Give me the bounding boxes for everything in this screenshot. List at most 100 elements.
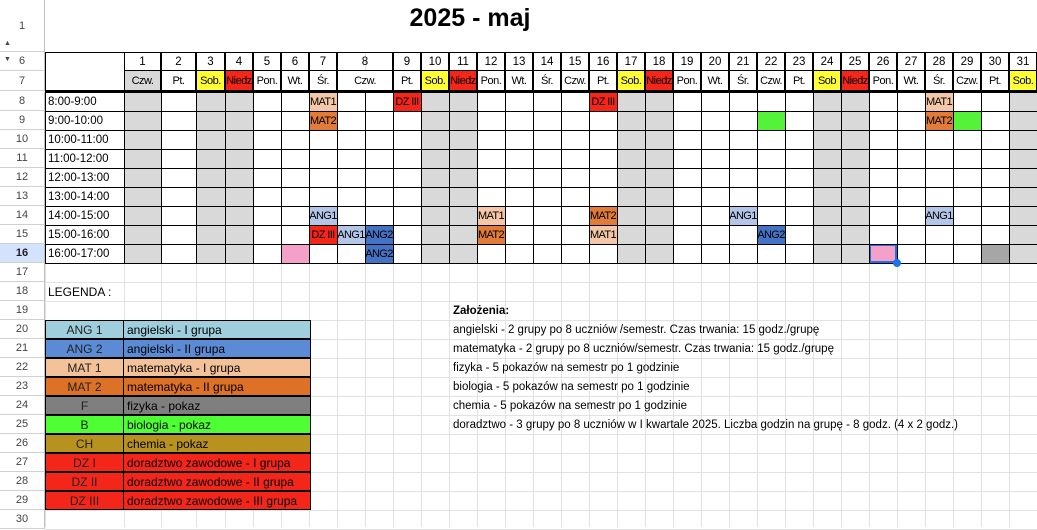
collapse-up-icon[interactable]: ▲ <box>4 40 11 47</box>
row-header[interactable]: 18 <box>0 282 45 301</box>
day-number-header[interactable]: 4 <box>225 52 253 71</box>
day-number-header[interactable]: 18 <box>645 52 673 71</box>
schedule-event-mat1[interactable]: MAT1 <box>589 225 617 244</box>
day-number-header[interactable]: 2 <box>161 52 196 71</box>
row-header[interactable]: 1 <box>0 0 45 52</box>
day-name-header[interactable]: Czw. <box>953 71 981 92</box>
day-name-header[interactable]: Sob <box>813 71 841 92</box>
day-number-header[interactable]: 19 <box>673 52 701 71</box>
day-number-header[interactable]: 24 <box>813 52 841 71</box>
day-number-header[interactable]: 7 <box>309 52 337 71</box>
day-name-header[interactable]: Czw. <box>561 71 589 92</box>
schedule-event-b[interactable] <box>953 111 981 130</box>
day-number-header[interactable]: 12 <box>477 52 505 71</box>
row-header[interactable]: 6 <box>0 52 45 71</box>
row-header[interactable]: 16 <box>0 244 45 263</box>
day-name-header[interactable]: Pon. <box>253 71 281 92</box>
day-number-header[interactable]: 27 <box>897 52 925 71</box>
day-number-header[interactable]: 20 <box>701 52 729 71</box>
day-number-header[interactable]: 22 <box>757 52 785 71</box>
schedule-event-ang2[interactable]: ANG2 <box>757 225 785 244</box>
day-name-header[interactable]: Śr. <box>533 71 561 92</box>
day-number-header[interactable]: 31 <box>1009 52 1037 71</box>
schedule-event-dz-iii[interactable]: DZ III <box>393 92 421 111</box>
schedule-event-ang1[interactable]: ANG1 <box>309 206 337 225</box>
schedule-event-dz-iii[interactable]: DZ III <box>589 92 617 111</box>
schedule-event-mat2[interactable]: MAT2 <box>477 225 505 244</box>
schedule-event-mat1[interactable]: MAT1 <box>309 92 337 111</box>
schedule-event-ang2[interactable]: ANG2 <box>365 244 393 263</box>
schedule-event-b[interactable] <box>757 111 785 130</box>
day-number-header[interactable]: 21 <box>729 52 757 71</box>
day-name-header[interactable]: Niedz <box>449 71 477 92</box>
schedule-event-pink[interactable] <box>281 244 309 263</box>
day-number-header[interactable]: 1 <box>124 52 161 71</box>
day-number-header[interactable]: 3 <box>196 52 225 71</box>
row-header[interactable]: 11 <box>0 149 45 168</box>
day-name-header[interactable]: Niedz <box>645 71 673 92</box>
day-number-header[interactable]: 29 <box>953 52 981 71</box>
day-name-header[interactable]: Pt. <box>785 71 813 92</box>
row-header[interactable]: 19 <box>0 301 45 320</box>
day-name-header[interactable]: Pt. <box>589 71 617 92</box>
day-name-header[interactable]: Sob. <box>617 71 645 92</box>
schedule-event-mat1[interactable]: MAT1 <box>477 206 505 225</box>
row-header[interactable]: 14 <box>0 206 45 225</box>
day-name-header[interactable]: Wt. <box>701 71 729 92</box>
row-header[interactable]: 10 <box>0 130 45 149</box>
schedule-event-mat2[interactable]: MAT2 <box>925 111 953 130</box>
day-number-header[interactable]: 30 <box>981 52 1009 71</box>
schedule-event-ang2[interactable]: ANG2 <box>365 225 393 244</box>
day-name-header[interactable]: Pt. <box>161 71 196 92</box>
row-header[interactable]: 24 <box>0 396 45 415</box>
row-header[interactable]: 30 <box>0 510 45 529</box>
day-name-header[interactable]: Niedz <box>225 71 253 92</box>
row-header[interactable]: 26 <box>0 434 45 453</box>
schedule-event-ang1[interactable]: ANG1 <box>337 225 365 244</box>
day-name-header[interactable]: Sob. <box>1009 71 1037 92</box>
row-header[interactable]: 28 <box>0 472 45 491</box>
row-header[interactable]: 13 <box>0 187 45 206</box>
row-header[interactable]: 12 <box>0 168 45 187</box>
row-header[interactable]: 23 <box>0 377 45 396</box>
row-header[interactable]: 29 <box>0 491 45 510</box>
day-number-header[interactable]: 26 <box>869 52 897 71</box>
row-header[interactable]: 9 <box>0 111 45 130</box>
schedule-event-mat2[interactable]: MAT2 <box>309 111 337 130</box>
day-number-header[interactable]: 16 <box>589 52 617 71</box>
row-header[interactable]: 17 <box>0 263 45 282</box>
day-name-header[interactable]: Niedz <box>841 71 869 92</box>
day-name-header[interactable]: Pt. <box>981 71 1009 92</box>
day-number-header[interactable]: 13 <box>505 52 533 71</box>
day-number-header[interactable]: 5 <box>253 52 281 71</box>
day-number-header[interactable]: 23 <box>785 52 813 71</box>
schedule-event-mat2[interactable]: MAT2 <box>589 206 617 225</box>
day-name-header[interactable]: Pon. <box>673 71 701 92</box>
day-name-header[interactable]: Wt. <box>505 71 533 92</box>
schedule-event-ang1[interactable]: ANG1 <box>729 206 757 225</box>
day-name-header[interactable]: Pon. <box>869 71 897 92</box>
collapse-down-icon[interactable]: ▼ <box>4 56 11 63</box>
row-header[interactable]: 8 <box>0 92 45 111</box>
day-name-header[interactable]: Sob. <box>196 71 225 92</box>
day-name-header[interactable]: Śr. <box>729 71 757 92</box>
row-header[interactable]: 20 <box>0 320 45 339</box>
day-name-header[interactable]: Czw. <box>337 71 393 92</box>
row-header[interactable]: 7 <box>0 71 45 91</box>
day-number-header[interactable]: 11 <box>449 52 477 71</box>
day-number-header[interactable]: 17 <box>617 52 645 71</box>
day-name-header[interactable]: Wt. <box>281 71 309 92</box>
day-number-header[interactable]: 10 <box>421 52 449 71</box>
day-name-header[interactable]: Pt. <box>393 71 421 92</box>
schedule-event-f[interactable] <box>981 244 1009 263</box>
row-header[interactable]: 21 <box>0 339 45 358</box>
day-name-header[interactable]: Pon. <box>477 71 505 92</box>
row-header[interactable]: 15 <box>0 225 45 244</box>
day-number-header[interactable]: 6 <box>281 52 309 71</box>
schedule-event-mat1[interactable]: MAT1 <box>925 92 953 111</box>
schedule-event-pink[interactable] <box>869 244 897 263</box>
schedule-event-dz-iii[interactable]: DZ III <box>309 225 337 244</box>
row-header[interactable]: 27 <box>0 453 45 472</box>
day-number-header[interactable]: 15 <box>561 52 589 71</box>
day-number-header[interactable]: 8 <box>337 52 393 71</box>
